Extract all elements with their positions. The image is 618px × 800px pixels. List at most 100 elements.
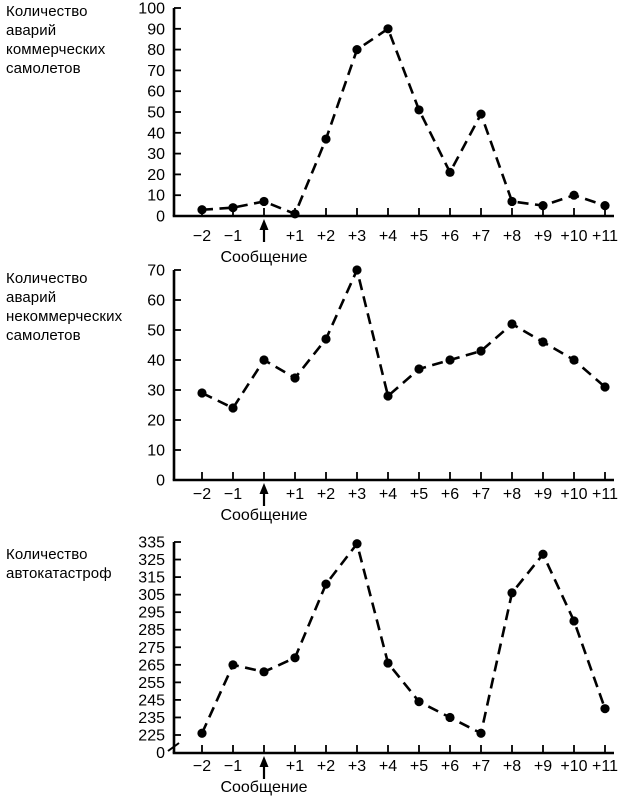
x-tick-label: +4 — [379, 758, 397, 775]
y-tick-label: 0 — [156, 473, 165, 490]
data-point — [445, 355, 455, 365]
x-tick-label: +3 — [348, 228, 366, 245]
y-tick-label: 10 — [147, 188, 165, 205]
data-line — [201, 266, 606, 410]
y-tick-label: 265 — [138, 657, 165, 674]
x-tick-label: +8 — [503, 758, 521, 775]
y-tick-label: 255 — [138, 675, 165, 692]
data-point — [414, 697, 424, 707]
x-tick-label: −2 — [193, 486, 211, 503]
data-point — [197, 728, 207, 738]
x-tick-label: +6 — [441, 758, 459, 775]
x-tick-label: +7 — [472, 758, 490, 775]
y-tick-label: 30 — [147, 383, 165, 400]
x-tick-label: +10 — [560, 486, 587, 503]
data-point — [600, 201, 610, 211]
y-tick-label: 285 — [138, 622, 165, 639]
x-tick-label: +1 — [286, 758, 304, 775]
x-tick-label: −1 — [224, 758, 242, 775]
x-tick-label: +10 — [560, 758, 587, 775]
x-tick-label: +2 — [317, 228, 335, 245]
x-tick-label: +1 — [286, 486, 304, 503]
x-tick-label: +8 — [503, 228, 521, 245]
axis-origin-label: 0 — [156, 745, 165, 762]
data-point — [352, 539, 362, 549]
y-tick-label: 335 — [138, 535, 165, 552]
x-tick-label: −2 — [193, 758, 211, 775]
data-point — [321, 334, 331, 344]
chart-1-ylabel: Количество аварий коммерческих самолетов — [6, 3, 106, 77]
x-tick-label: −1 — [224, 228, 242, 245]
data-point — [259, 667, 269, 677]
y-tick-label: 90 — [147, 21, 165, 38]
data-point — [383, 658, 393, 668]
x-tick-label: +5 — [410, 758, 428, 775]
y-tick-label: 0 — [156, 209, 165, 226]
x-tick-label: +9 — [534, 486, 552, 503]
y-tick-label: 295 — [138, 605, 165, 622]
y-tick-label: 70 — [147, 63, 165, 80]
data-point — [445, 712, 455, 723]
event-arrow-head-icon — [259, 756, 269, 767]
x-tick-label: +5 — [410, 228, 428, 245]
x-tick-label: +7 — [472, 228, 490, 245]
x-tick-label: +1 — [286, 228, 304, 245]
chart-1-plot: 0 10 20 30 40 50 60 70 80 90 100 −2 −1 Сообщение +1 +2 +… — [138, 1, 618, 267]
x-tick-label: +2 — [317, 486, 335, 503]
x-tick-label: +11 — [592, 228, 618, 245]
y-tick-label: 30 — [147, 146, 165, 163]
data-point — [414, 364, 424, 374]
chart-2-plot: 0 10 20 30 40 50 60 70 −2 −1 Сообщение +1 +2 +3 +4 +5 +6… — [147, 263, 618, 525]
data-point — [321, 134, 331, 144]
x-tick-label: −2 — [193, 228, 211, 245]
y-tick-label: 60 — [147, 84, 165, 101]
x-tick-label: +9 — [534, 228, 552, 245]
chart-commercial-plane-accidents: Количество аварий коммерческих самолетов… — [0, 0, 618, 267]
y-tick-label: 245 — [138, 692, 165, 709]
x-tick-label: +11 — [592, 758, 618, 775]
data-point — [445, 167, 455, 177]
x-tick-label: +6 — [441, 228, 459, 245]
chart-3-ylabel: Количество автокатастроф — [6, 546, 112, 582]
event-label: Сообщение — [220, 249, 307, 266]
x-tick-label: +7 — [472, 486, 490, 503]
data-point — [228, 403, 238, 413]
data-point — [352, 265, 362, 275]
x-tick-label: −1 — [224, 486, 242, 503]
axis-break-icon — [167, 742, 180, 752]
data-point — [259, 355, 269, 365]
data-point — [538, 201, 548, 211]
data-point — [197, 205, 207, 215]
y-tick-label: 225 — [138, 728, 165, 745]
data-point — [569, 190, 579, 200]
y-tick-label: 40 — [147, 353, 165, 370]
y-tick-label: 325 — [138, 552, 165, 569]
y-tick-label: 305 — [138, 587, 165, 604]
event-label: Сообщение — [220, 507, 307, 524]
data-point — [228, 203, 238, 213]
data-point — [538, 549, 548, 559]
data-point — [507, 588, 517, 598]
data-point — [321, 579, 331, 589]
x-tick-label: +3 — [348, 758, 366, 775]
data-point — [290, 373, 300, 383]
data-point — [507, 196, 517, 207]
y-tick-label: 20 — [147, 413, 165, 430]
x-tick-label: +2 — [317, 758, 335, 775]
data-point — [414, 105, 424, 115]
data-point — [383, 24, 393, 34]
chart-2-ylabel: Количество аварий некоммерческих самолет… — [6, 270, 123, 344]
data-point — [197, 388, 207, 398]
data-point — [476, 346, 486, 356]
data-point — [352, 45, 362, 55]
data-point — [569, 616, 579, 626]
data-line — [200, 540, 607, 736]
data-point — [476, 728, 486, 738]
x-tick-label: +8 — [503, 486, 521, 503]
y-tick-label: 50 — [147, 105, 165, 122]
y-tick-label: 70 — [147, 263, 165, 280]
y-tick-label: 20 — [147, 167, 165, 184]
data-point — [259, 196, 269, 207]
